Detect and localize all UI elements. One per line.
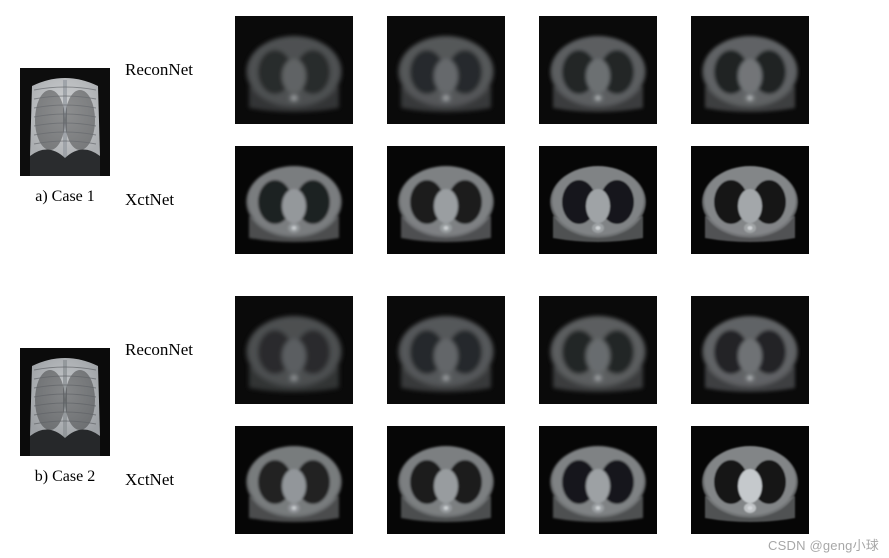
comparison-figure: a) Case 1 ReconNet XctNet b) Case 2 Reco	[0, 0, 889, 558]
method-label-xctnet-2: XctNet	[125, 470, 225, 490]
case-1-input-col: a) Case 1	[15, 68, 115, 208]
ct-slice	[691, 16, 809, 124]
case-2-caption: b) Case 2	[15, 467, 115, 488]
case-1-row-xctnet	[235, 146, 875, 254]
ct-slice	[387, 16, 505, 124]
ct-slice	[387, 146, 505, 254]
ct-slice	[539, 426, 657, 534]
case-2-grid	[235, 296, 875, 556]
ct-slice	[235, 426, 353, 534]
case-2-input-col: b) Case 2	[15, 348, 115, 488]
ct-slice	[387, 296, 505, 404]
case-1-caption: a) Case 1	[15, 187, 115, 208]
xray-thumbnail-case-2	[20, 348, 110, 456]
ct-slice	[387, 426, 505, 534]
method-label-reconnet-1: ReconNet	[125, 60, 225, 80]
ct-slice	[539, 16, 657, 124]
ct-slice	[539, 146, 657, 254]
xray-thumbnail-case-1	[20, 68, 110, 176]
ct-slice	[691, 296, 809, 404]
method-label-reconnet-2: ReconNet	[125, 340, 225, 360]
method-label-xctnet-1: XctNet	[125, 190, 225, 210]
case-2-row-xctnet	[235, 426, 875, 534]
ct-slice	[235, 146, 353, 254]
case-1-row-reconnet	[235, 16, 875, 124]
case-2-block: b) Case 2 ReconNet XctNet	[0, 296, 889, 546]
ct-slice	[691, 426, 809, 534]
case-1-block: a) Case 1 ReconNet XctNet	[0, 16, 889, 266]
watermark-text: CSDN @geng小球	[768, 535, 879, 554]
case-1-grid	[235, 16, 875, 276]
ct-slice	[691, 146, 809, 254]
ct-slice	[235, 296, 353, 404]
ct-slice	[235, 16, 353, 124]
ct-slice	[539, 296, 657, 404]
case-2-row-reconnet	[235, 296, 875, 404]
